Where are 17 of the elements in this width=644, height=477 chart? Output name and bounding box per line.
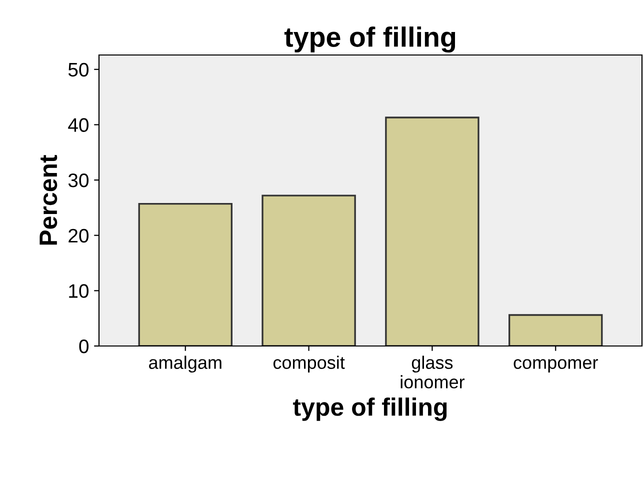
x-tick-label: compomer: [514, 359, 598, 373]
x-tick-label: amalgam: [149, 356, 222, 373]
y-tick-label: 50: [68, 62, 89, 77]
y-tick-label: 30: [68, 174, 89, 188]
bar: [138, 202, 232, 346]
bar: [262, 194, 356, 346]
y-tick-label: 40: [68, 118, 89, 132]
y-axis-title: Percent: [40, 154, 58, 245]
x-tick-label: composit: [273, 356, 345, 373]
y-tick-label: 20: [68, 228, 89, 243]
x-axis-title: type of filling: [293, 398, 447, 421]
y-tick-label: 10: [69, 284, 89, 298]
x-tick-label: glass ionomer: [400, 356, 465, 388]
bar: [508, 314, 603, 346]
y-tick-label: 0: [79, 339, 89, 354]
chart-title: type of filling: [284, 26, 456, 53]
bar: [385, 116, 480, 346]
